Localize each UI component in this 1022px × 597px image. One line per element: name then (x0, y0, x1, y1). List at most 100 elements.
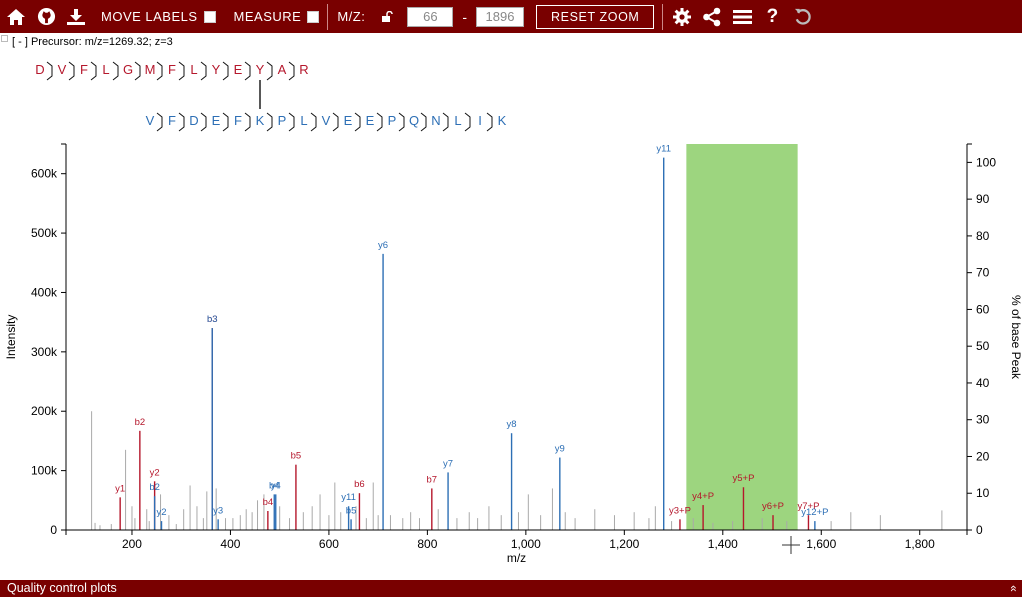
fragment-marker (200, 112, 207, 132)
residue: E (212, 113, 221, 128)
move-labels-label: MOVE LABELS (101, 9, 198, 24)
chart-axes: 200 400 600 800 1,000 1,200 1,400 1,600 1,800010… (4, 143, 1022, 565)
crosshair-cursor (782, 536, 800, 554)
residue: Y (256, 62, 265, 77)
residue: F (168, 113, 176, 128)
highlight-range (686, 144, 798, 530)
precursor-info[interactable]: [ - ] Precursor: m/z=1269.32; z=3 (12, 36, 173, 48)
move-labels-checkbox[interactable] (203, 10, 216, 23)
residue: F (234, 113, 242, 128)
fragment-marker (68, 61, 75, 81)
residue: K (256, 113, 265, 128)
peak-label-y3+P: y3+P (669, 505, 691, 516)
peak-label-y3: y3 (213, 505, 223, 516)
measure-checkbox[interactable] (307, 10, 320, 23)
reset-zoom-button[interactable]: RESET ZOOM (536, 4, 655, 29)
fragment-marker (222, 112, 229, 132)
residue: L (102, 62, 109, 77)
y2-tick-label: 100 (976, 155, 996, 169)
quality-control-bar[interactable]: Quality control plots « (0, 580, 1022, 597)
peak-label-b4: b4 (269, 480, 280, 491)
residue: Q (409, 113, 419, 128)
gear-icon[interactable] (667, 0, 697, 33)
fragment-marker (244, 112, 251, 132)
x-tick-label: 1,800 (905, 537, 935, 551)
y2-tick-label: 90 (976, 192, 990, 206)
download-icon[interactable] (61, 0, 91, 33)
peak-label-y4: y4 (271, 480, 281, 491)
x-tick-label: 1,400 (708, 537, 738, 551)
peak-label-y8: y8 (507, 419, 517, 430)
y-tick-label: 400k (31, 285, 58, 299)
spectrum-peaks[interactable] (91, 157, 943, 530)
spectrum-chart[interactable]: D V F L G M F L Y E Y A RV F D E F K P L V E E P Q N L I K 200 400 600… (0, 0, 1022, 580)
y-tick-label: 500k (31, 226, 58, 240)
move-labels-toggle[interactable]: MOVE LABELS (101, 9, 216, 24)
y2-tick-label: 10 (976, 486, 990, 500)
peak-label-b4: b4 (263, 497, 274, 508)
menu-icon[interactable] (727, 0, 757, 33)
y-axis-title: Intensity (4, 315, 18, 360)
x-tick-label: 800 (417, 537, 437, 551)
residue: K (498, 113, 507, 128)
fragment-marker (376, 112, 383, 132)
residue: N (431, 113, 440, 128)
crosslinked-peptide-sequence[interactable]: D V F L G M F L Y E Y A RV F D E F K P L V E E P Q N L I K (35, 61, 507, 132)
help-icon[interactable]: ? (766, 5, 779, 27)
peak-label-b5: b5 (291, 451, 302, 462)
x-tick-label: 1,000 (511, 537, 541, 551)
home-icon[interactable] (1, 0, 31, 33)
x-tick-label: 600 (319, 537, 339, 551)
fragment-marker (134, 61, 141, 81)
peak-label-b3: b3 (207, 314, 218, 325)
share-icon[interactable] (697, 0, 727, 33)
y2-tick-label: 60 (976, 302, 990, 316)
residue: E (234, 62, 243, 77)
peak-label-b6: b6 (354, 479, 365, 490)
residue: L (300, 113, 307, 128)
y-tick-label: 100k (31, 464, 58, 478)
peak-label-y12+P: y12+P (801, 507, 828, 518)
peak-label-y6: y6 (378, 240, 388, 251)
fragment-marker (442, 112, 449, 132)
quality-control-title: Quality control plots (7, 581, 117, 595)
fragment-marker (288, 112, 295, 132)
y-tick-label: 0 (50, 523, 57, 537)
peak-labels: y1b2y2b2y2b3b3y3b4b4y4b5y11b5b6y6b7y7y8y… (115, 144, 828, 518)
fragment-marker (90, 61, 97, 81)
residue: F (80, 62, 88, 77)
fragment-marker (398, 112, 405, 132)
y2-tick-label: 0 (976, 523, 983, 537)
y2-tick-label: 30 (976, 413, 990, 427)
mz-min-input[interactable] (407, 6, 454, 27)
fragment-marker (266, 61, 273, 81)
fragment-marker (288, 61, 295, 81)
measure-toggle[interactable]: MEASURE (234, 9, 320, 24)
peak-label-y2: y2 (150, 467, 160, 478)
residue: V (322, 113, 331, 128)
github-icon[interactable] (31, 0, 61, 33)
peak-label-y1: y1 (115, 483, 125, 494)
x-tick-label: 1,200 (609, 537, 639, 551)
y-tick-label: 300k (31, 345, 58, 359)
peak-label-b3: b3 (207, 314, 218, 325)
undo-icon[interactable] (787, 0, 817, 33)
y2-tick-label: 80 (976, 229, 990, 243)
residue: Y (212, 62, 221, 77)
lock-open-icon[interactable] (375, 0, 399, 33)
residue: P (278, 113, 287, 128)
peak-label-y11: y11 (341, 492, 356, 503)
mz-max-input[interactable] (476, 6, 525, 27)
residue: G (123, 62, 133, 77)
y2-axis-title: % of base Peak (1009, 295, 1022, 380)
resize-handle[interactable] (1, 35, 8, 42)
fragment-marker (222, 61, 229, 81)
peak-label-y2: y2 (156, 507, 166, 518)
measure-label: MEASURE (233, 9, 302, 24)
x-tick-label: 1,600 (806, 537, 836, 551)
fragment-marker (332, 112, 339, 132)
x-tick-label: 200 (122, 537, 142, 551)
expand-up-icon[interactable]: « (1007, 585, 1022, 592)
